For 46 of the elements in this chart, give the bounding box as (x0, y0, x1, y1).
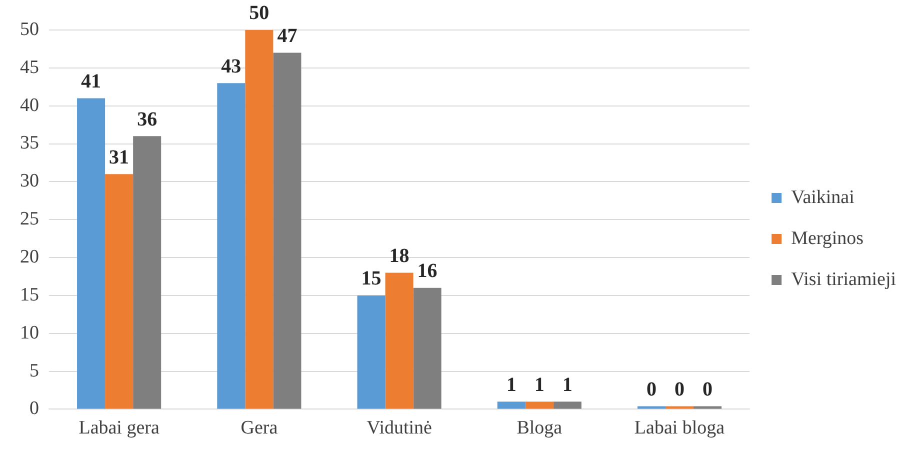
y-tick-label: 10 (20, 322, 39, 344)
data-label: 0 (674, 378, 685, 400)
legend-label: Merginos (791, 228, 864, 249)
y-tick-label: 0 (30, 398, 39, 420)
y-tick-label: 15 (20, 284, 39, 306)
data-label: 18 (389, 244, 410, 267)
data-label: 1 (534, 374, 544, 396)
bar (525, 402, 554, 409)
bar (77, 98, 106, 409)
bar (217, 83, 246, 409)
data-label: 41 (81, 70, 102, 92)
bar (413, 288, 442, 409)
x-tick-label: Vidutinė (366, 418, 432, 439)
data-label: 47 (277, 24, 298, 47)
bar (133, 136, 162, 409)
x-tick-label: Gera (240, 418, 278, 439)
bar (385, 272, 414, 409)
data-label: 0 (646, 378, 656, 400)
y-tick-label: 50 (20, 18, 39, 40)
y-tick-label: 30 (20, 170, 39, 192)
x-tick-label: Bloga (516, 418, 563, 439)
y-tick-label: 25 (20, 208, 39, 230)
data-label: 1 (506, 374, 516, 396)
data-label: 50 (249, 2, 270, 24)
y-tick-label: 5 (30, 360, 39, 382)
bar (497, 402, 526, 409)
y-tick-label: 40 (20, 94, 39, 116)
y-tick-label: 45 (20, 56, 39, 78)
bar (553, 402, 582, 409)
bar (273, 52, 302, 409)
data-label: 1 (562, 374, 572, 396)
x-tick-label: Labai gera (78, 418, 160, 439)
data-label: 15 (361, 268, 382, 290)
bar (105, 174, 134, 409)
data-label: 36 (137, 108, 158, 130)
data-label: 0 (702, 378, 713, 400)
bar (357, 295, 386, 409)
y-tick-label: 35 (20, 132, 39, 154)
data-label: 31 (109, 146, 130, 168)
data-label: 16 (417, 260, 438, 282)
bar (245, 30, 274, 409)
legend-label: Vaikinai (791, 186, 854, 208)
legend-label: Visi tiriamieji (791, 268, 896, 290)
x-tick-label: Labai bloga (634, 418, 726, 439)
y-tick-label: 20 (20, 246, 39, 268)
data-label: 43 (221, 55, 242, 78)
